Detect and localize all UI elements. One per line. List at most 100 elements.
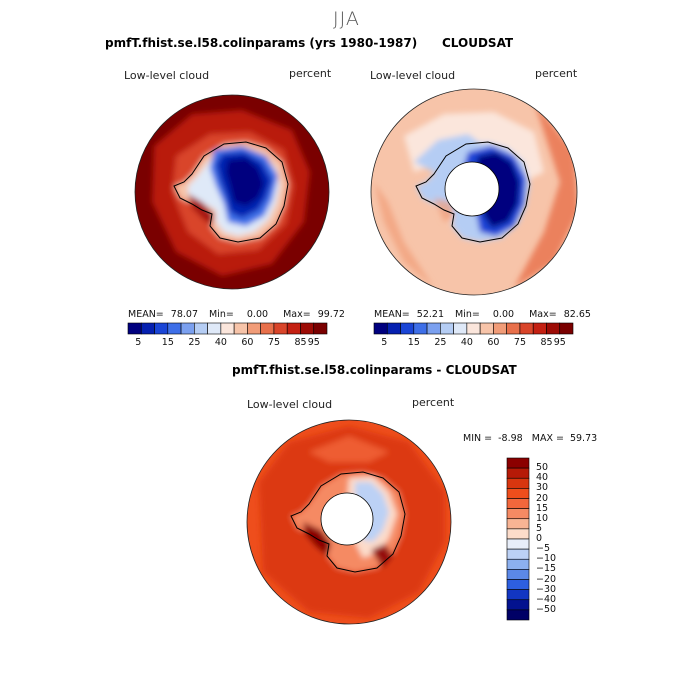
colorbar-swatch (506, 477, 530, 489)
panel2-min-label: Min= (455, 309, 480, 320)
colorbar-swatch (426, 322, 441, 335)
panel3-units-label: percent (412, 396, 455, 409)
colorbar-swatch (493, 322, 507, 335)
panel2-units-label: percent (535, 67, 578, 80)
panel2-mean-label: MEAN= (374, 309, 410, 320)
panel3-title: pmfT.fhist.se.l58.colinparams - CLOUDSAT (232, 363, 517, 377)
colorbar-swatch (506, 508, 530, 520)
panel3-coastline (290, 471, 406, 573)
colorbar-swatch (506, 528, 530, 540)
main-title: JJA (333, 8, 360, 30)
colorbar-tick-label: 75 (513, 337, 527, 348)
colorbar-swatch (273, 322, 288, 335)
colorbar-swatch (506, 609, 530, 621)
colorbar-swatch (194, 322, 208, 335)
panel1-min-label: Min= (209, 309, 234, 320)
panel1-stats: MEAN= 78.07 Min= 0.00 Max= 99.72 (128, 309, 345, 320)
panel1-min-value: 0.00 (246, 309, 269, 320)
colorbar-swatch (506, 467, 530, 479)
colorbar-swatch (260, 322, 275, 335)
colorbar-tick-label: −5 (536, 543, 551, 555)
colorbar-swatch (506, 538, 530, 550)
colorbar-tick-label: 25 (188, 337, 201, 348)
colorbar-swatch (506, 558, 530, 570)
panel2-missing-data-hole (444, 161, 500, 217)
panel1-title: pmfT.fhist.se.l58.colinparams (yrs 1980-… (105, 36, 418, 50)
panel1-max-label: Max= (283, 309, 311, 320)
colorbar-tick-label: 95 (307, 337, 320, 348)
colorbar-swatch (559, 322, 574, 335)
panel1-mean-label: MEAN= (128, 309, 164, 320)
colorbar-tick-label: −40 (536, 593, 557, 605)
colorbar-swatch (506, 518, 530, 530)
panel2-min-value: 0.00 (492, 309, 515, 320)
colorbar-swatch (313, 322, 328, 335)
colorbar-tick-label: 95 (553, 337, 566, 348)
panel2-title: CLOUDSAT (442, 36, 514, 50)
colorbar-tick-label: 85 (540, 337, 553, 348)
colorbar-swatch (479, 322, 494, 335)
colorbar-swatch (180, 322, 195, 335)
colorbar-tick-label: −15 (536, 563, 557, 575)
colorbar-tick-label: 30 (536, 482, 549, 494)
colorbar-swatch (286, 322, 301, 335)
colorbar-swatch (140, 322, 155, 335)
colorbar-tick-label: 40 (214, 337, 227, 348)
colorbar-tick-label: 85 (294, 337, 307, 348)
panel1-colorbar (127, 322, 328, 335)
colorbar-swatch (506, 498, 530, 509)
panel3-max-value: 59.73 (569, 433, 598, 444)
colorbar-tick-label: 5 (381, 337, 388, 348)
colorbar-swatch (506, 457, 530, 469)
colorbar-swatch (220, 322, 235, 335)
colorbar-tick-label: −10 (536, 553, 557, 565)
colorbar-swatch (453, 322, 468, 335)
colorbar-swatch (546, 322, 561, 335)
colorbar-tick-label: 75 (267, 337, 281, 348)
colorbar-tick-label: −30 (536, 583, 557, 595)
panel2-variable-label: Low-level cloud (370, 69, 456, 82)
colorbar-tick-label: 5 (536, 522, 543, 534)
colorbar-tick-label: −20 (536, 573, 557, 585)
colorbar-swatch (413, 322, 428, 335)
panel2-stats: MEAN= 52.21 Min= 0.00 Max= 82.65 (374, 309, 591, 320)
colorbar-swatch (400, 322, 415, 335)
colorbar-swatch (532, 322, 547, 335)
colorbar-tick-label: 60 (241, 337, 254, 348)
panel3-map (246, 419, 452, 625)
panel1-units-label: percent (289, 67, 332, 80)
panel3-map-border (246, 419, 452, 625)
colorbar-tick-label: 15 (407, 337, 420, 348)
colorbar-swatch (506, 599, 530, 611)
colorbar-tick-label: 40 (536, 472, 549, 484)
colorbar-swatch (247, 322, 261, 335)
colorbar-swatch (207, 322, 222, 335)
panel2-map (370, 88, 578, 296)
panel1-variable-label: Low-level cloud (124, 69, 210, 82)
panel1-map-border (134, 94, 330, 290)
panel1-max-value: 99.72 (317, 309, 345, 320)
panel3-min-value: -8.98 (498, 433, 523, 444)
colorbar-swatch (466, 322, 481, 335)
colorbar-tick-label: 20 (536, 492, 549, 504)
colorbar-swatch (386, 322, 401, 335)
colorbar-swatch (127, 322, 142, 335)
colorbar-swatch (506, 569, 530, 580)
panel3-max-label: MAX = (531, 433, 564, 444)
colorbar-tick-label: 60 (487, 337, 500, 348)
panel2-map-border (370, 88, 578, 296)
colorbar-tick-label: 0 (536, 533, 543, 544)
colorbar-swatch (233, 322, 248, 335)
panel1-coastline (173, 141, 289, 243)
panel3-colorbar (506, 457, 530, 621)
colorbar-tick-label: 5 (135, 337, 142, 348)
panel1-mean-value: 78.07 (170, 309, 198, 320)
panel2-coastline (415, 141, 531, 243)
colorbar-tick-label: 15 (536, 502, 549, 514)
colorbar-swatch (154, 322, 169, 335)
panel1-map (134, 94, 330, 290)
panel2-colorbar (373, 322, 574, 335)
panel2-max-label: Max= (529, 309, 557, 320)
colorbar-swatch (506, 589, 530, 601)
